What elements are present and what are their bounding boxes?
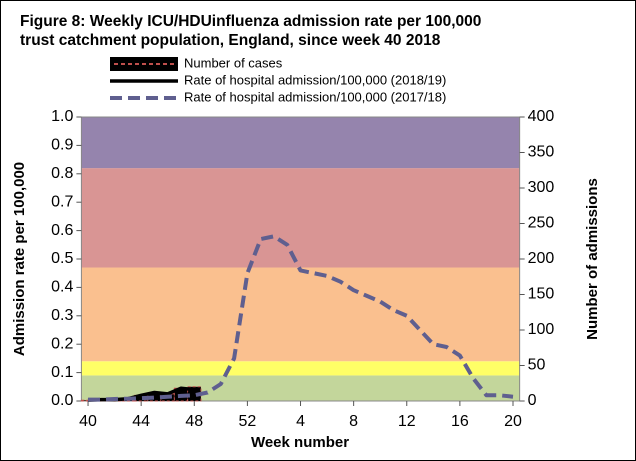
y-tick-label: 0.6 [51,222,73,239]
legend-label: Rate of hospital admission/100,000 (2017… [184,89,446,104]
y2-tick-label: 350 [528,144,555,161]
y-tick-label: 0.1 [51,364,73,381]
x-tick-label: 16 [451,413,469,430]
legend-label: Rate of hospital admission/100,000 (2018… [184,72,446,87]
threshold-band [81,361,520,376]
threshold-band [81,117,520,169]
x-tick-label: 44 [132,413,150,430]
y2-tick-label: 300 [528,179,555,196]
y-tick-label: 0.3 [51,307,73,324]
x-tick-label: 52 [239,413,257,430]
line [87,386,195,402]
y-tick-label: 0.9 [51,137,73,154]
x-axis-title: Week number [251,434,349,451]
x-tick-label: 4 [296,413,305,430]
x-tick-label: 20 [504,413,522,430]
chart-title: Figure 8: Weekly ICU/HDUinfluenza admiss… [20,13,481,30]
y-tick-label: 0.0 [51,392,73,409]
chart-title: trust catchment population, England, sin… [20,32,441,49]
y-tick-label: 0.5 [51,250,73,267]
y2-tick-label: 400 [528,108,555,125]
threshold-band [81,267,520,362]
line [88,234,514,402]
y-tick-label: 0.7 [51,193,73,210]
y2-axis-title: Number of admissions [584,178,601,340]
y2-tick-label: 0 [528,392,537,409]
threshold-band [81,168,520,268]
y-tick-label: 0.2 [51,335,73,352]
y-tick-label: 0.4 [51,279,73,296]
y-axis-title: Admission rate per 100,000 [11,162,28,356]
y-tick-label: 0.8 [51,165,73,182]
x-tick-label: 8 [349,413,358,430]
legend-label: Number of cases [184,55,283,70]
y2-tick-label: 150 [528,286,555,303]
y-tick-label: 1.0 [51,108,73,125]
y2-tick-label: 200 [528,250,555,267]
x-tick-label: 48 [185,413,203,430]
x-tick-label: 12 [398,413,416,430]
y2-tick-label: 100 [528,321,555,338]
y2-tick-label: 250 [528,215,555,232]
x-tick-label: 40 [79,413,97,430]
y2-tick-label: 50 [528,357,546,374]
